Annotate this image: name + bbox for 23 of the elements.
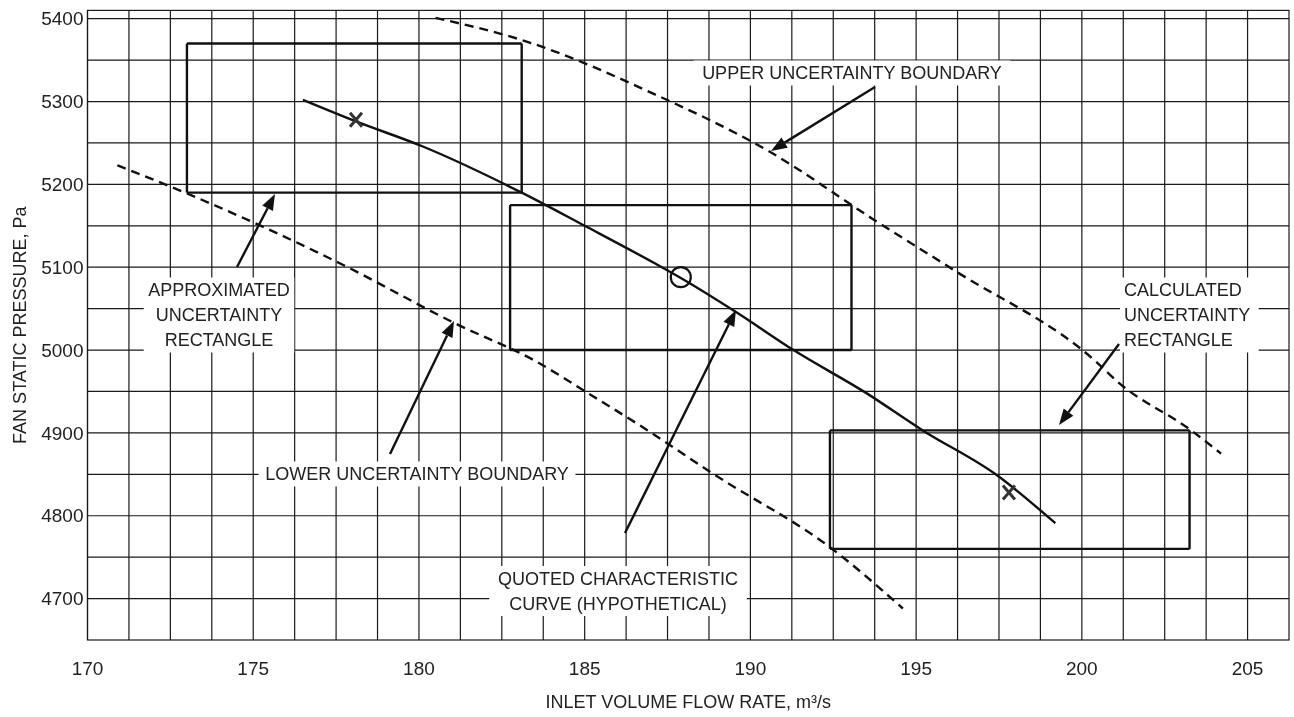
y-tick-label: 5400 (41, 8, 84, 30)
y-tick-label: 4800 (41, 505, 84, 527)
x-tick-label: 185 (568, 658, 601, 679)
x-tick-label: 195 (900, 658, 932, 679)
x-tick-label: 200 (1065, 658, 1098, 679)
annotation: LOWER UNCERTAINTY BOUNDARY (265, 464, 569, 485)
x-tick-label: 175 (237, 658, 270, 679)
x-tick-label: 205 (1231, 658, 1264, 679)
x-tick-label: 170 (71, 658, 104, 679)
annotation: CALCULATED UNCERTAINTY RECTANGLE (1124, 280, 1251, 351)
x-axis-title: INLET VOLUME FLOW RATE, m³/s (545, 692, 831, 712)
y-tick-label: 4700 (41, 588, 84, 610)
y-tick-label: 5300 (41, 91, 84, 113)
annotation: UPPER UNCERTAINTY BOUNDARY (702, 63, 1002, 84)
x-tick-label: 180 (403, 658, 435, 679)
y-axis-title: FAN STATIC PRESSURE, Pa (10, 205, 30, 444)
y-tick-label: 4900 (41, 422, 84, 444)
y-tick-label: 5000 (41, 339, 84, 361)
annotation: QUOTED CHARACTERISTIC CURVE (HYPOTHETICAL) (497, 568, 739, 614)
y-tick-label: 5100 (41, 256, 84, 278)
x-tick-label: 190 (734, 658, 767, 679)
annotation: APPROXIMATED UNCERTAINTY RECTANGLE (148, 280, 290, 351)
y-tick-label: 5200 (41, 174, 84, 196)
